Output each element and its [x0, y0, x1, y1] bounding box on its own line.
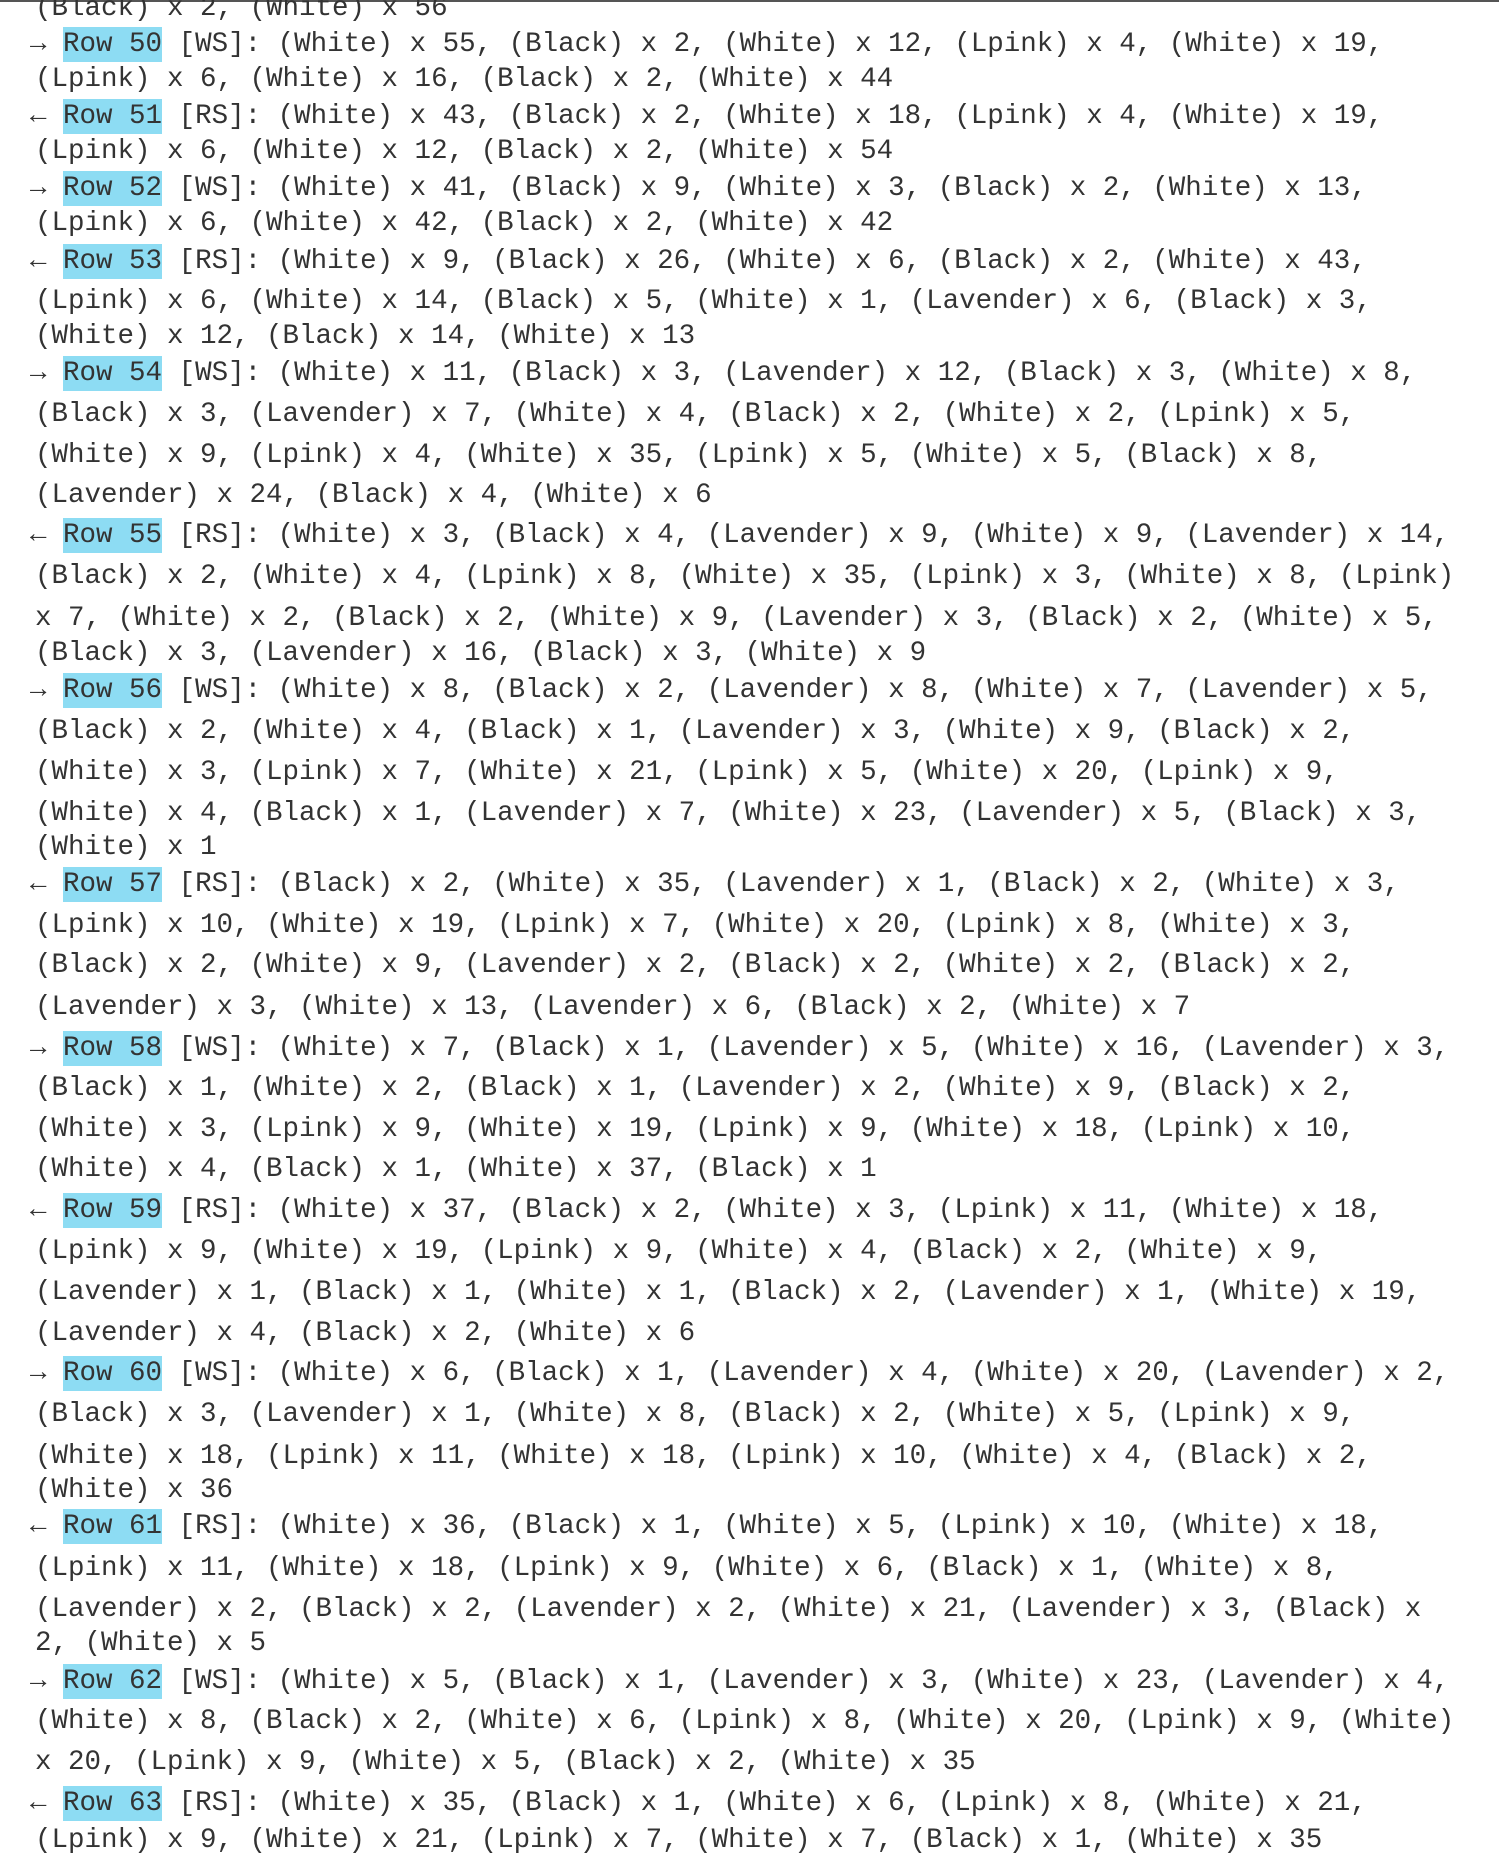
- continuation-line: (Black) x 1, (White) x 2, (Black) x 1, (…: [35, 1073, 1356, 1104]
- row-label: Row 51: [63, 99, 163, 134]
- arrow-right-icon: →: [30, 675, 47, 706]
- row-stitches: [WS]: (White) x 11, (Black) x 3, (Lavend…: [162, 358, 1417, 389]
- arrow-left-icon: ←: [30, 869, 47, 900]
- row-stitches: [RS]: (White) x 37, (Black) x 2, (White)…: [162, 1195, 1384, 1226]
- row-label: Row 56: [63, 673, 163, 708]
- arrow-left-icon: ←: [30, 1195, 47, 1226]
- continuation-line: (Black) x 2, (White) x 56: [35, 0, 448, 24]
- arrow-right-icon: →: [30, 29, 47, 60]
- continuation-line: (White) x 4, (Black) x 1, (Lavender) x 7…: [35, 798, 1422, 829]
- row-instruction: ← Row 57 [RS]: (Black) x 2, (White) x 35…: [30, 867, 1400, 903]
- row-instruction: ← Row 53 [RS]: (White) x 9, (Black) x 26…: [30, 244, 1367, 280]
- arrow-left-icon: ←: [30, 1788, 47, 1819]
- row-stitches: [WS]: (White) x 7, (Black) x 1, (Lavende…: [162, 1033, 1450, 1064]
- row-label: Row 55: [63, 518, 163, 553]
- continuation-line: (Lavender) x 2, (Black) x 2, (Lavender) …: [35, 1594, 1422, 1625]
- continuation-line: (White) x 18, (Lpink) x 11, (White) x 18…: [35, 1441, 1372, 1472]
- arrow-left-icon: ←: [30, 246, 47, 277]
- row-stitches: [RS]: (White) x 3, (Black) x 4, (Lavende…: [162, 520, 1450, 551]
- row-instruction: → Row 56 [WS]: (White) x 8, (Black) x 2,…: [30, 673, 1433, 709]
- row-label: Row 53: [63, 244, 163, 279]
- row-stitches: [RS]: (White) x 35, (Black) x 1, (White)…: [162, 1788, 1367, 1819]
- row-instruction: ← Row 63 [RS]: (White) x 35, (Black) x 1…: [30, 1786, 1367, 1822]
- row-stitches: [RS]: (White) x 36, (Black) x 1, (White)…: [162, 1511, 1384, 1542]
- continuation-line: (Lpink) x 6, (White) x 12, (Black) x 2, …: [35, 136, 894, 167]
- row-instruction: ← Row 61 [RS]: (White) x 36, (Black) x 1…: [30, 1509, 1383, 1545]
- row-stitches: [RS]: (White) x 43, (Black) x 2, (White)…: [162, 101, 1384, 132]
- row-stitches: [WS]: (White) x 5, (Black) x 1, (Lavende…: [162, 1666, 1450, 1697]
- continuation-line: (Lpink) x 6, (White) x 14, (Black) x 5, …: [35, 286, 1372, 317]
- continuation-line: (White) x 3, (Lpink) x 7, (White) x 21, …: [35, 757, 1339, 788]
- continuation-line: (Lpink) x 9, (White) x 19, (Lpink) x 9, …: [35, 1236, 1323, 1267]
- continuation-line: (Lpink) x 10, (White) x 19, (Lpink) x 7,…: [35, 910, 1356, 941]
- row-stitches: [RS]: (White) x 9, (Black) x 26, (White)…: [162, 246, 1367, 277]
- continuation-line: (White) x 9, (Lpink) x 4, (White) x 35, …: [35, 440, 1323, 471]
- row-label: Row 50: [63, 27, 163, 62]
- continuation-line: (White) x 12, (Black) x 14, (White) x 13: [35, 321, 696, 352]
- arrow-left-icon: ←: [30, 101, 47, 132]
- continuation-line: (Lpink) x 6, (White) x 16, (Black) x 2, …: [35, 64, 894, 95]
- continuation-line: (White) x 36: [35, 1475, 234, 1506]
- row-instruction: ← Row 55 [RS]: (White) x 3, (Black) x 4,…: [30, 518, 1449, 554]
- arrow-right-icon: →: [30, 1666, 47, 1697]
- continuation-line: (Black) x 2, (White) x 4, (Lpink) x 8, (…: [35, 561, 1455, 592]
- row-label: Row 52: [63, 171, 163, 206]
- continuation-line: (White) x 1: [35, 832, 217, 863]
- continuation-line: 2, (White) x 5: [35, 1628, 267, 1659]
- row-label: Row 54: [63, 356, 163, 391]
- row-instruction: → Row 58 [WS]: (White) x 7, (Black) x 1,…: [30, 1031, 1449, 1067]
- row-label: Row 61: [63, 1509, 163, 1544]
- row-label: Row 62: [63, 1664, 163, 1699]
- row-instruction: → Row 62 [WS]: (White) x 5, (Black) x 1,…: [30, 1664, 1449, 1700]
- row-label: Row 57: [63, 867, 163, 902]
- arrow-right-icon: →: [30, 1358, 47, 1389]
- row-label: Row 59: [63, 1193, 163, 1228]
- continuation-line: (Black) x 3, (Lavender) x 16, (Black) x …: [35, 638, 927, 669]
- continuation-line: (Lavender) x 1, (Black) x 1, (White) x 1…: [35, 1277, 1422, 1308]
- arrow-left-icon: ←: [30, 1511, 47, 1542]
- arrow-right-icon: →: [30, 358, 47, 389]
- continuation-line: (Lavender) x 4, (Black) x 2, (White) x 6: [35, 1318, 696, 1349]
- continuation-line: (White) x 3, (Lpink) x 9, (White) x 19, …: [35, 1114, 1356, 1145]
- row-stitches: [WS]: (White) x 6, (Black) x 1, (Lavende…: [162, 1358, 1450, 1389]
- arrow-right-icon: →: [30, 1033, 47, 1064]
- continuation-line: (Lpink) x 6, (White) x 42, (Black) x 2, …: [35, 208, 894, 239]
- row-label: Row 58: [63, 1031, 163, 1066]
- arrow-left-icon: ←: [30, 520, 47, 551]
- row-stitches: [WS]: (White) x 8, (Black) x 2, (Lavende…: [162, 675, 1433, 706]
- continuation-line: (Lavender) x 3, (White) x 13, (Lavender)…: [35, 992, 1191, 1023]
- continuation-line: x 7, (White) x 2, (Black) x 2, (White) x…: [35, 603, 1438, 634]
- continuation-line: (Lavender) x 24, (Black) x 4, (White) x …: [35, 480, 712, 511]
- top-border: [0, 0, 1499, 2]
- continuation-line: (Lpink) x 9, (White) x 21, (Lpink) x 7, …: [35, 1825, 1323, 1856]
- row-instruction: → Row 54 [WS]: (White) x 11, (Black) x 3…: [30, 356, 1416, 392]
- continuation-line: (White) x 4, (Black) x 1, (White) x 37, …: [35, 1154, 877, 1185]
- row-instruction: ← Row 51 [RS]: (White) x 43, (Black) x 2…: [30, 99, 1383, 135]
- arrow-right-icon: →: [30, 173, 47, 204]
- continuation-line: (Black) x 3, (Lavender) x 7, (White) x 4…: [35, 399, 1356, 430]
- continuation-line: x 20, (Lpink) x 9, (White) x 5, (Black) …: [35, 1747, 976, 1778]
- row-stitches: [RS]: (Black) x 2, (White) x 35, (Lavend…: [162, 869, 1400, 900]
- continuation-line: (White) x 8, (Black) x 2, (White) x 6, (…: [35, 1706, 1455, 1737]
- row-label: Row 63: [63, 1786, 163, 1821]
- row-label: Row 60: [63, 1356, 163, 1391]
- row-instruction: → Row 50 [WS]: (White) x 55, (Black) x 2…: [30, 27, 1383, 63]
- row-stitches: [WS]: (White) x 55, (Black) x 2, (White)…: [162, 29, 1384, 60]
- row-stitches: [WS]: (White) x 41, (Black) x 9, (White)…: [162, 173, 1367, 204]
- continuation-line: (Black) x 3, (Lavender) x 1, (White) x 8…: [35, 1399, 1356, 1430]
- continuation-line: (Black) x 2, (White) x 4, (Black) x 1, (…: [35, 716, 1356, 747]
- continuation-line: (Lpink) x 11, (White) x 18, (Lpink) x 9,…: [35, 1553, 1339, 1584]
- row-instruction: → Row 52 [WS]: (White) x 41, (Black) x 9…: [30, 171, 1367, 207]
- row-instruction: → Row 60 [WS]: (White) x 6, (Black) x 1,…: [30, 1356, 1449, 1392]
- continuation-line: (Black) x 2, (White) x 9, (Lavender) x 2…: [35, 950, 1356, 981]
- row-instruction: ← Row 59 [RS]: (White) x 37, (Black) x 2…: [30, 1193, 1383, 1229]
